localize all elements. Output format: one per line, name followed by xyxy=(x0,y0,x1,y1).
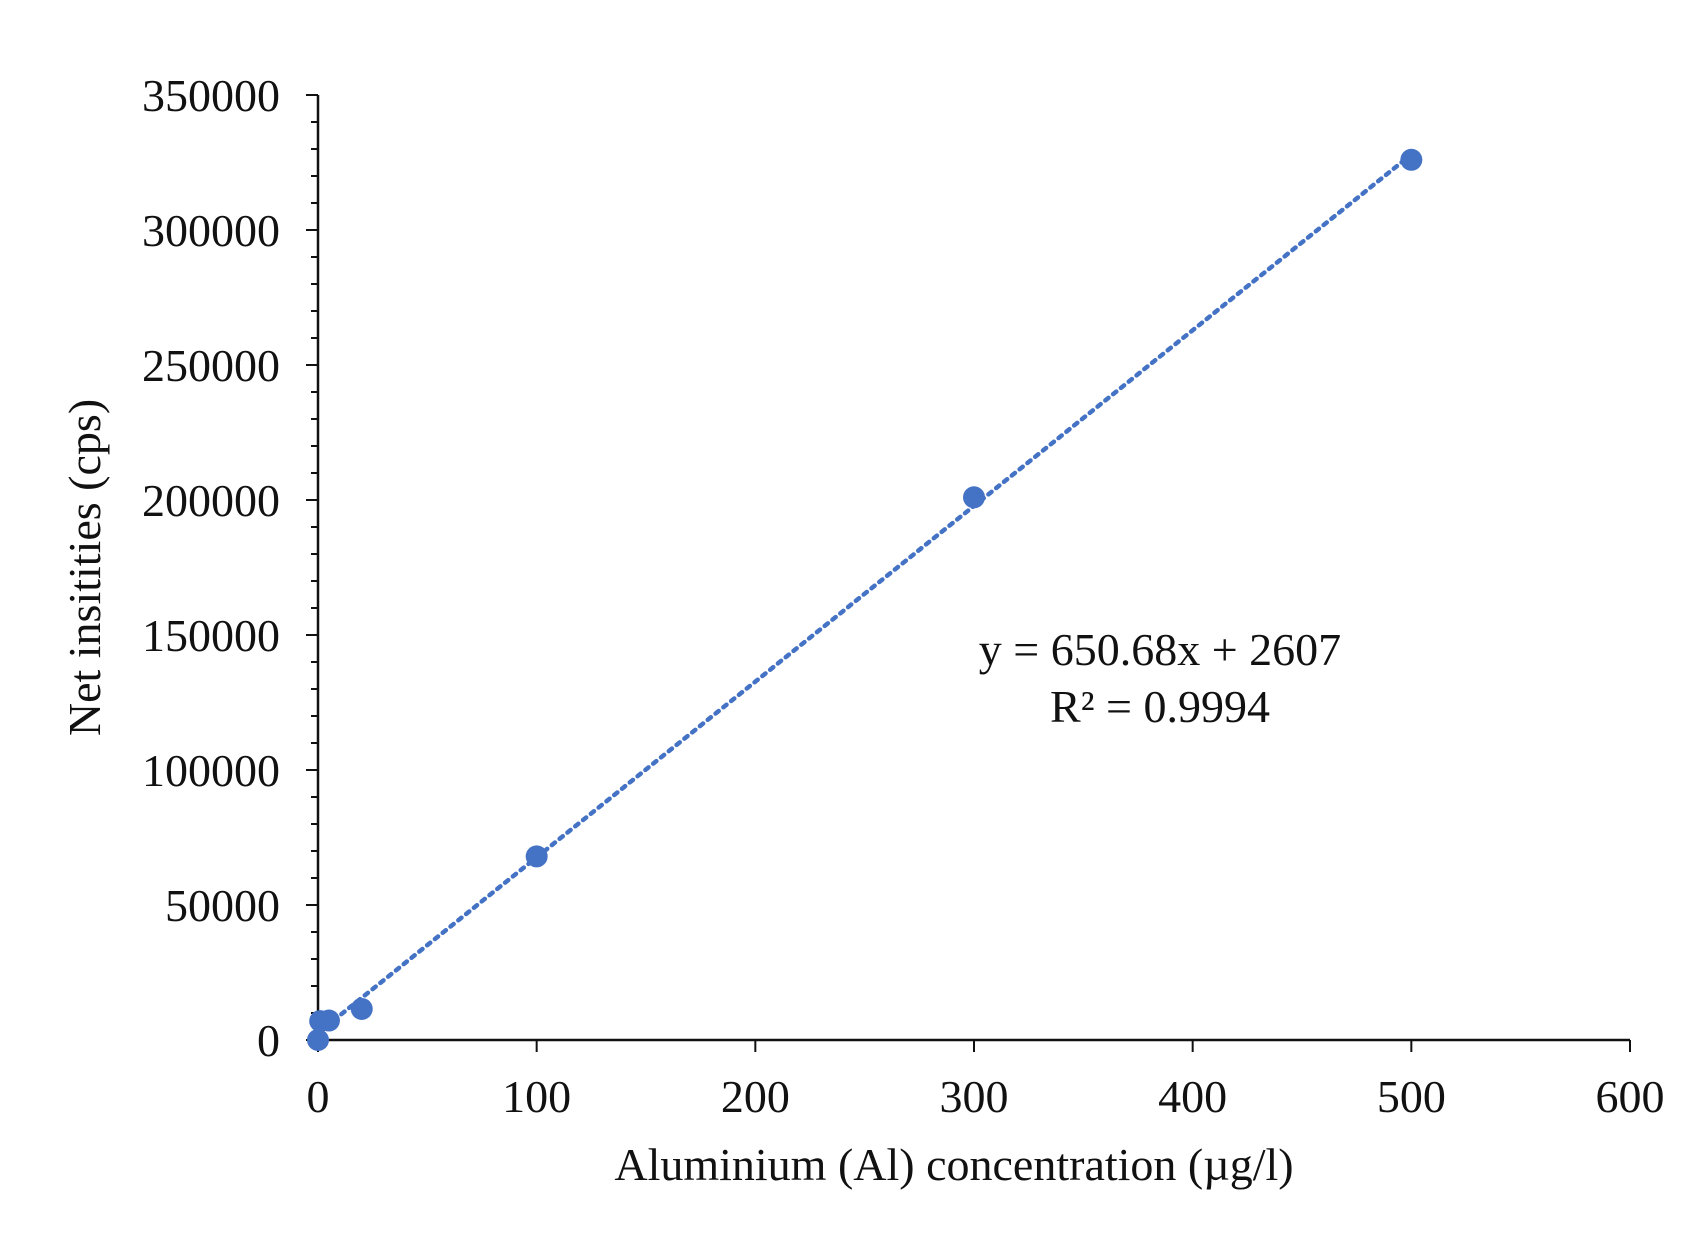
y-axis-ticks: 0 50000 100000 150000 200000 250000 300000 3500… xyxy=(142,70,318,1066)
data-point xyxy=(1400,148,1423,171)
data-point xyxy=(525,845,548,868)
y-tick-label: 300000 xyxy=(142,205,280,256)
x-tick-label: 300 xyxy=(940,1071,1009,1122)
y-tick-label: 200000 xyxy=(142,475,280,526)
x-tick-label: 600 xyxy=(1596,1071,1665,1122)
y-tick-label: 100000 xyxy=(142,745,280,796)
y-tick-label: 350000 xyxy=(142,70,280,121)
data-point xyxy=(350,997,373,1020)
trendline-r-squared: R² = 0.9994 xyxy=(1050,681,1270,732)
trendline-equation: y = 650.68x + 2607 xyxy=(979,624,1341,675)
x-tick-label: 100 xyxy=(502,1071,571,1122)
data-point xyxy=(963,486,985,509)
data-point xyxy=(317,1009,340,1032)
y-tick-label: 150000 xyxy=(142,610,280,661)
x-tick-label: 0 xyxy=(307,1071,330,1122)
x-tick-label: 500 xyxy=(1377,1071,1446,1122)
trendline xyxy=(315,152,1414,1036)
x-tick-label: 400 xyxy=(1158,1071,1227,1122)
x-tick-label: 200 xyxy=(721,1071,790,1122)
y-tick-label: 0 xyxy=(257,1015,280,1066)
data-point xyxy=(307,1029,329,1051)
y-tick-label: 50000 xyxy=(165,880,280,931)
y-axis-title: Net insitities (cps) xyxy=(59,399,110,736)
x-axis-ticks: 0 100 200 300 400 500 600 xyxy=(307,1040,1665,1122)
x-axis-title: Aluminium (Al) concentration (µg/l) xyxy=(614,1139,1293,1190)
y-tick-label: 250000 xyxy=(142,340,280,391)
data-points xyxy=(307,148,1423,1051)
